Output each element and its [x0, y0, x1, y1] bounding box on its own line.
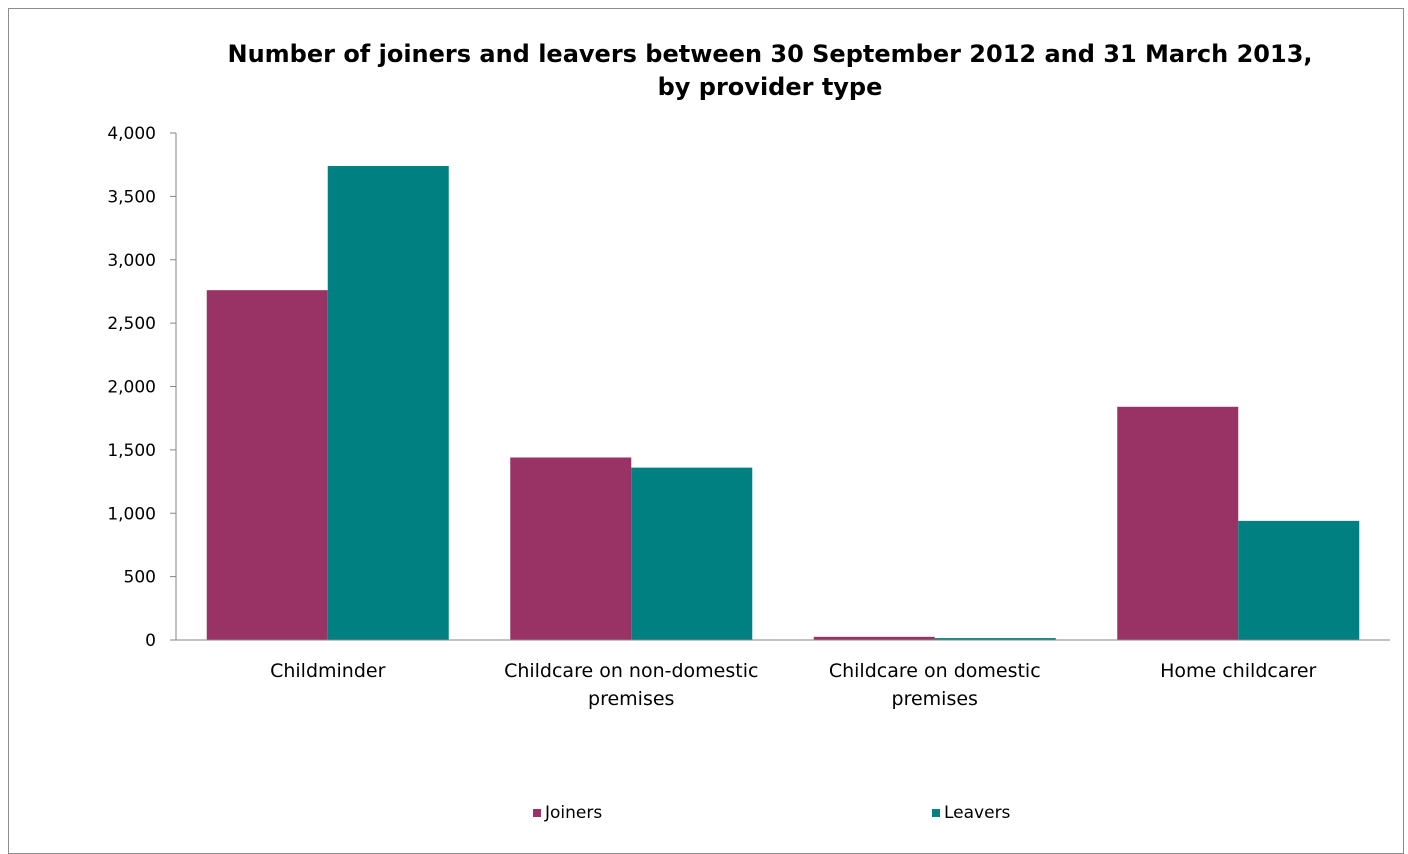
x-category-label: Childminder	[270, 660, 386, 682]
legend-swatch-leavers	[932, 809, 940, 817]
y-tick-label: 2,000	[107, 378, 156, 398]
y-tick-label: 0	[145, 631, 156, 651]
y-tick-label: 3,500	[107, 187, 156, 207]
bar-joiners-1	[510, 457, 632, 640]
y-tick-label: 4,000	[107, 124, 156, 144]
legend-label: Joiners	[545, 803, 603, 823]
bar-joiners-0	[206, 290, 328, 640]
y-tick-label: 1,000	[107, 504, 156, 524]
x-category-label: premises	[588, 688, 674, 710]
legend-swatch-joiners	[533, 809, 541, 817]
y-tick-label: 2,500	[107, 314, 156, 334]
chart-legend: Joiners Leavers	[0, 803, 1408, 827]
legend-item-joiners: Joiners	[533, 803, 602, 823]
x-category-label: Home childcarer	[1160, 660, 1316, 682]
y-tick-label: 1,500	[107, 441, 156, 461]
y-tick-label: 500	[124, 568, 156, 588]
y-tick-label: 3,000	[107, 251, 156, 271]
x-category-label: premises	[892, 688, 978, 710]
bar-leavers-1	[631, 467, 753, 640]
chart-title-line-2: by provider type	[657, 73, 883, 101]
legend-label: Leavers	[944, 803, 1011, 823]
bar-leavers-3	[1238, 520, 1360, 640]
bar-leavers-0	[327, 165, 449, 640]
bar-joiners-2	[813, 636, 935, 640]
chart-title-line-1: Number of joiners and leavers between 30…	[227, 40, 1313, 68]
x-category-label: Childcare on non-domestic	[504, 660, 758, 682]
legend-item-leavers: Leavers	[932, 803, 1010, 823]
x-category-label: Childcare on domestic	[829, 660, 1041, 682]
bar-joiners-3	[1117, 406, 1239, 640]
bar-leavers-2	[934, 638, 1056, 640]
